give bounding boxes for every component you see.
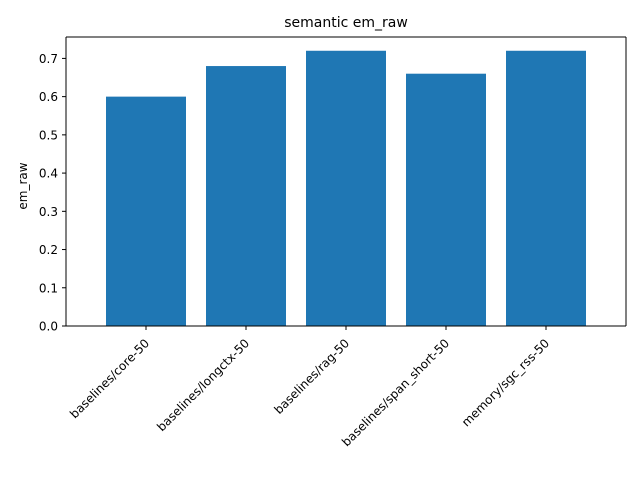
bar-3	[406, 73, 486, 326]
y-axis-label: em_raw	[16, 162, 30, 209]
y-tick-label-5: 0.5	[39, 128, 58, 142]
bar-0	[106, 96, 186, 326]
y-tick-label-4: 0.4	[39, 167, 58, 181]
y-axis-ticks: 0.0 0.1 0.2 0.3 0.4 0.5 0.6 0.7	[39, 52, 66, 334]
bar-series	[106, 50, 586, 327]
chart-title: semantic em_raw	[284, 15, 408, 31]
y-tick-label-2: 0.2	[39, 243, 58, 257]
axes-frame	[65, 36, 627, 327]
y-tick-label-3: 0.3	[39, 205, 58, 219]
y-tick-label-7: 0.7	[39, 52, 58, 66]
bar-2	[306, 50, 386, 326]
y-tick-label-6: 0.6	[39, 90, 58, 104]
bar-4	[506, 50, 586, 326]
y-tick-label-0: 0.0	[39, 320, 58, 334]
bar-1	[206, 66, 286, 327]
y-tick-label-1: 0.1	[39, 281, 58, 295]
